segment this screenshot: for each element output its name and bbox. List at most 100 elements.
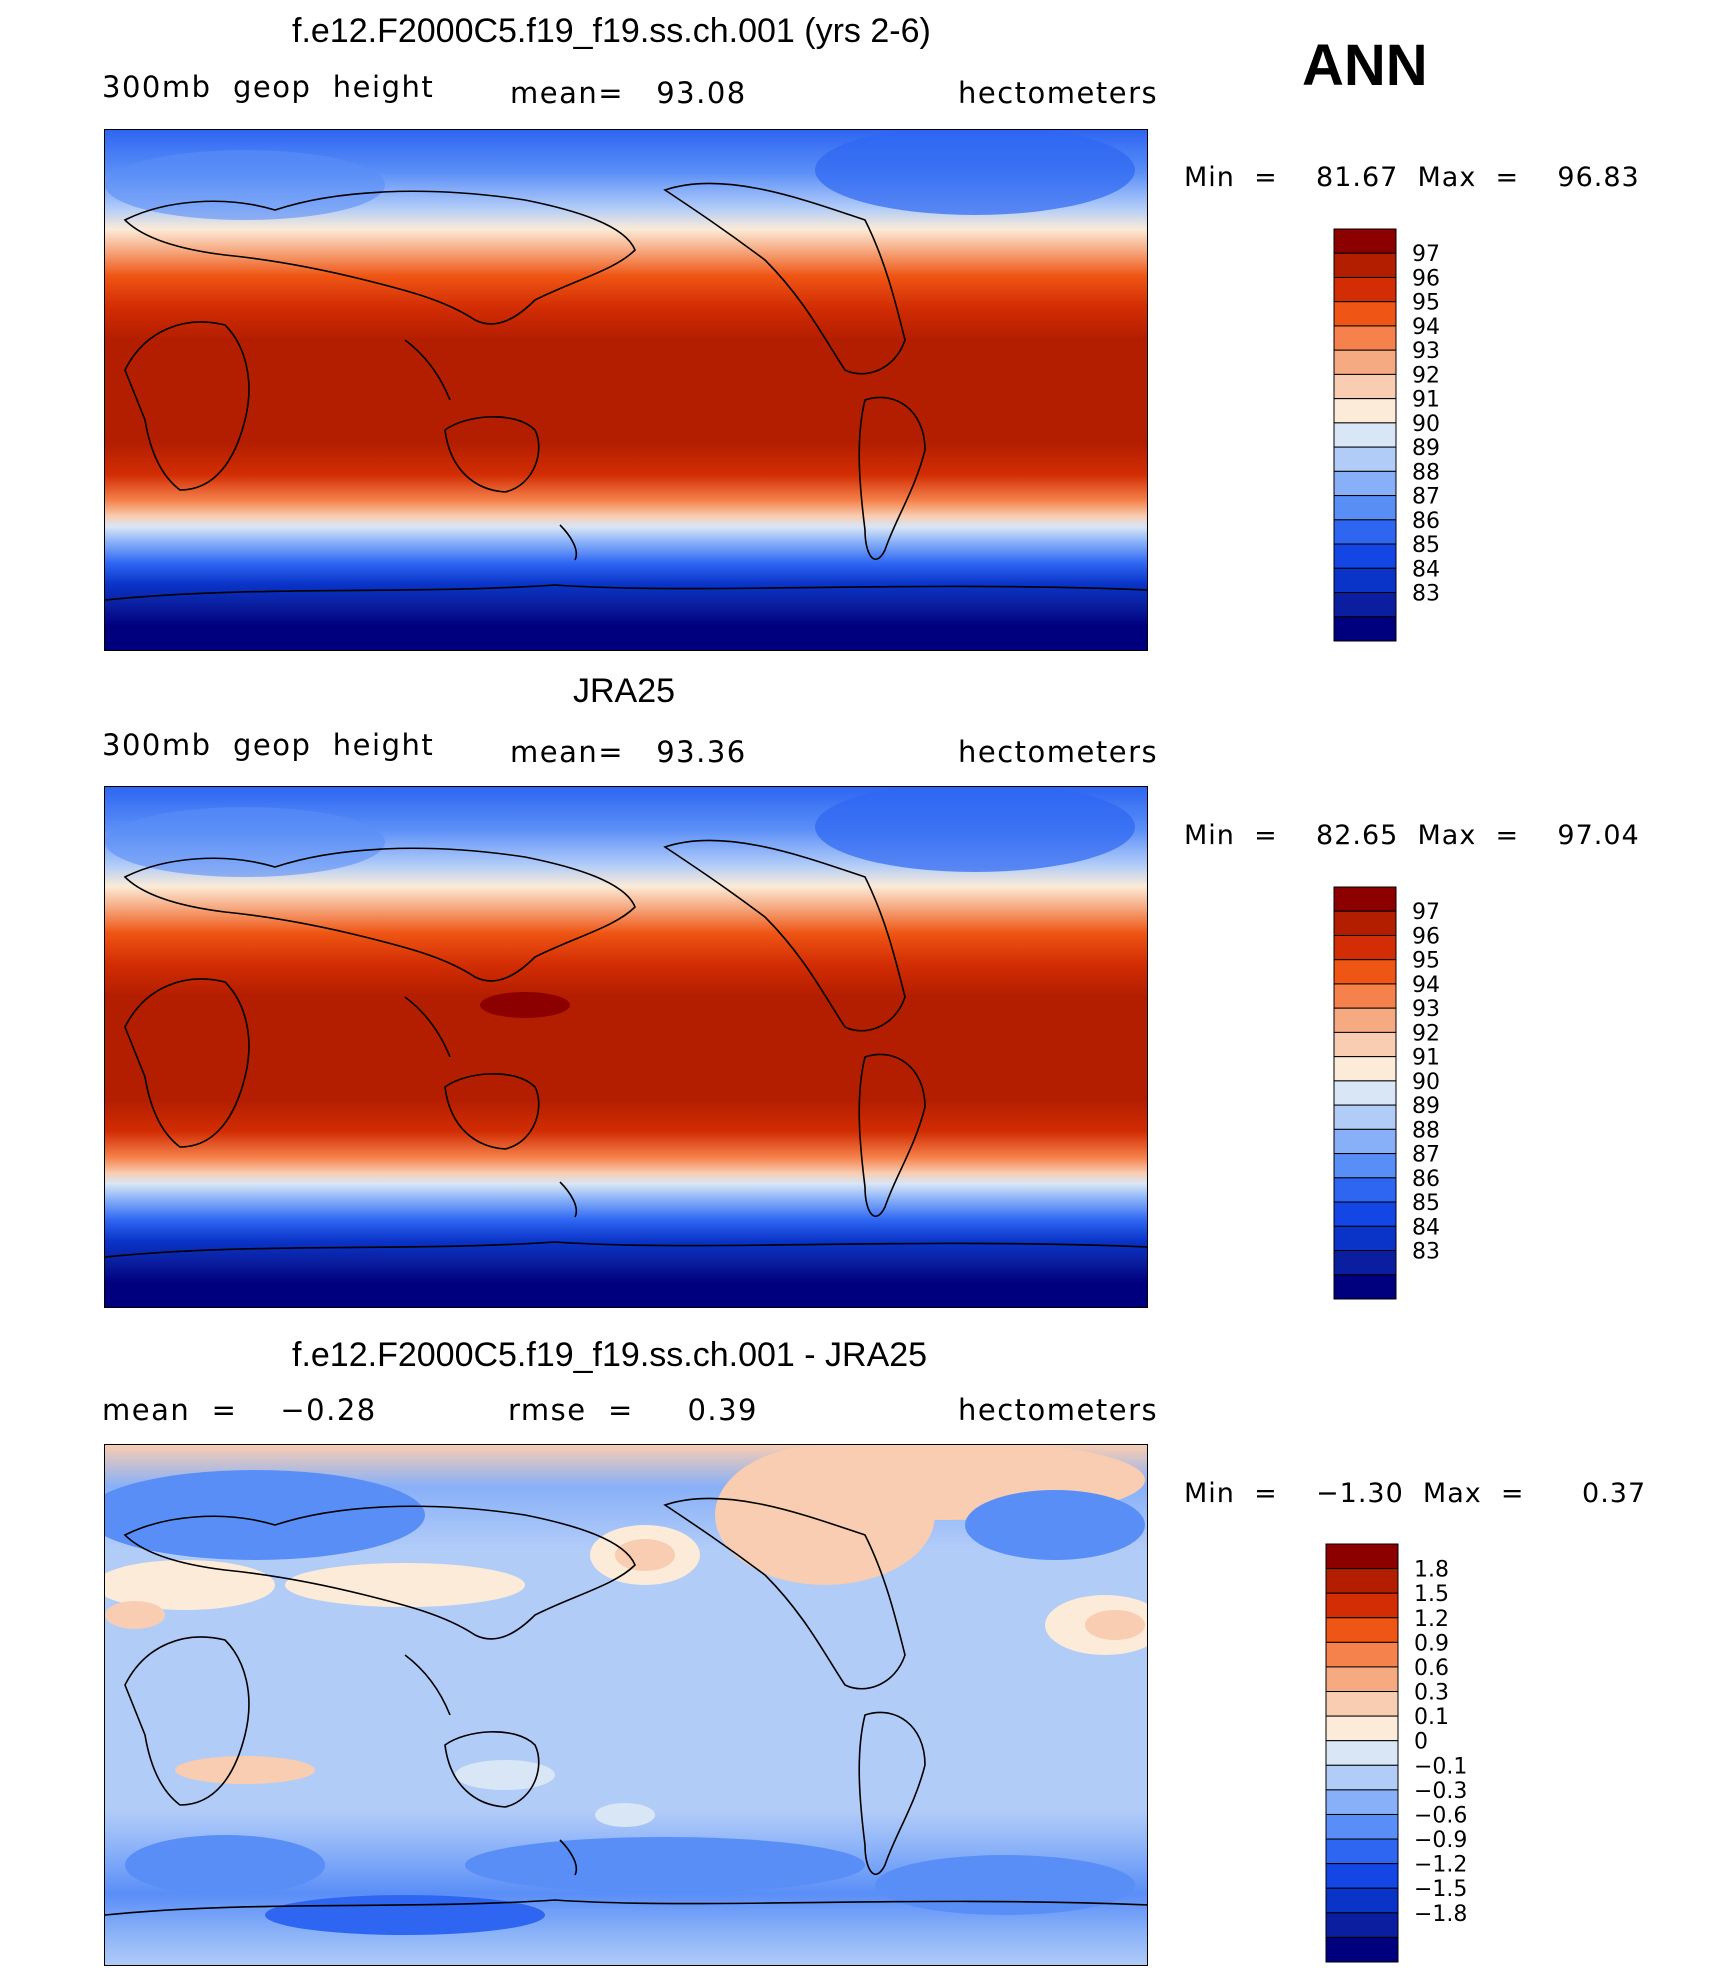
colorbar-tick-label: −0.9 xyxy=(1414,1828,1467,1853)
colorbar-tick-label: 84 xyxy=(1412,557,1440,582)
colorbar-swatch xyxy=(1333,495,1397,521)
panel-3-colorbar: 1.8 1.5 1.2 0.9 0.6 0.3 0.1 0 −0.1 −0.3 −0.6 −0.9 −1… xyxy=(1322,1543,1532,1963)
colorbar-swatch xyxy=(1325,1789,1399,1815)
colorbar-tick-label: −1.5 xyxy=(1414,1877,1467,1902)
colorbar-swatch xyxy=(1333,446,1397,472)
panel-3-map xyxy=(104,1444,1148,1966)
colorbar-tick-label: 96 xyxy=(1412,924,1440,949)
colorbar-tick-label: 83 xyxy=(1412,582,1440,607)
colorbar-tick-label: −0.1 xyxy=(1414,1754,1467,1779)
panel-1-title: f.e12.F2000C5.f19_f19.ss.ch.001 (yrs 2-6… xyxy=(292,12,931,50)
colorbar-tick-label: 85 xyxy=(1412,533,1440,558)
colorbar-swatch xyxy=(1325,1863,1399,1889)
colorbar-tick-label: 87 xyxy=(1412,1143,1440,1168)
colorbar-swatch xyxy=(1325,1666,1399,1693)
colorbar-tick-label: −1.2 xyxy=(1414,1853,1467,1878)
colorbar-tick-label: 0.6 xyxy=(1414,1656,1449,1681)
colorbar-swatch xyxy=(1333,1104,1397,1130)
panel-1-map xyxy=(104,129,1148,651)
panel-3-colorbar-svg: 1.81.51.20.90.60.30.10−0.1−0.3−0.6−0.9−1… xyxy=(1325,1543,1467,1963)
colorbar-tick-label: −0.6 xyxy=(1414,1803,1467,1828)
panel-2-colorbar: 97 96 95 94 93 92 91 90 89 88 87 86 85 84 83 xyxy=(1333,886,1534,1300)
colorbar-swatch xyxy=(1333,1201,1397,1227)
panel-2-units-label: hectometers xyxy=(958,735,1159,769)
colorbar-swatch xyxy=(1333,325,1397,351)
colorbar-swatch xyxy=(1325,1813,1399,1840)
colorbar-tick-label: 85 xyxy=(1412,1191,1440,1216)
colorbar-swatch xyxy=(1333,616,1397,642)
colorbar-swatch xyxy=(1333,422,1397,448)
colorbar-swatch xyxy=(1333,886,1397,912)
season-label: ANN xyxy=(1302,33,1428,98)
colorbar-swatch xyxy=(1333,983,1397,1009)
colorbar-swatch xyxy=(1333,1225,1397,1252)
colorbar-tick-label: 87 xyxy=(1412,485,1440,510)
colorbar-swatch xyxy=(1333,1007,1397,1033)
colorbar-swatch xyxy=(1325,1887,1399,1914)
colorbar-tick-label: −1.8 xyxy=(1414,1902,1467,1927)
colorbar-tick-label: 90 xyxy=(1412,412,1440,437)
colorbar-swatch xyxy=(1325,1592,1399,1619)
colorbar-swatch xyxy=(1333,398,1397,424)
colorbar-tick-label: 97 xyxy=(1412,900,1440,925)
colorbar-tick-label: 92 xyxy=(1412,363,1440,388)
panel-3-field xyxy=(105,1445,1147,1965)
colorbar-swatch xyxy=(1333,1177,1397,1203)
colorbar-tick-label: 0 xyxy=(1414,1730,1428,1755)
colorbar-swatch xyxy=(1333,470,1397,497)
colorbar-tick-label: 1.5 xyxy=(1414,1582,1449,1607)
panel-2-map xyxy=(104,786,1148,1308)
colorbar-swatch xyxy=(1325,1764,1399,1791)
panel-2-variable-label: 300mb geop height xyxy=(102,728,435,762)
colorbar-swatch xyxy=(1333,910,1397,936)
colorbar-swatch xyxy=(1333,519,1397,545)
colorbar-tick-label: 92 xyxy=(1412,1021,1440,1046)
colorbar-tick-label: 86 xyxy=(1412,1167,1440,1192)
colorbar-swatch xyxy=(1325,1912,1399,1938)
panel-2-field xyxy=(105,787,1147,1307)
colorbar-tick-label: 90 xyxy=(1412,1070,1440,1095)
colorbar-tick-label: 84 xyxy=(1412,1215,1440,1240)
colorbar-swatch xyxy=(1333,1031,1397,1058)
colorbar-swatch xyxy=(1333,349,1397,375)
colorbar-tick-label: 91 xyxy=(1412,388,1440,413)
panel-2-mean-label: mean= 93.36 xyxy=(510,735,747,769)
colorbar-swatch xyxy=(1325,1715,1399,1742)
colorbar-swatch xyxy=(1333,959,1397,985)
panel-2-title: JRA25 xyxy=(573,672,676,710)
colorbar-swatch xyxy=(1333,1056,1397,1082)
colorbar-swatch xyxy=(1333,276,1397,303)
colorbar-swatch xyxy=(1325,1691,1399,1717)
colorbar-tick-label: 89 xyxy=(1412,436,1440,461)
colorbar-tick-label: 0.9 xyxy=(1414,1631,1449,1656)
colorbar-swatch xyxy=(1333,567,1397,594)
colorbar-tick-label: 1.8 xyxy=(1414,1558,1449,1583)
colorbar-swatch xyxy=(1325,1641,1399,1668)
panel-1-variable-label: 300mb geop height xyxy=(102,70,435,104)
colorbar-swatch xyxy=(1325,1838,1399,1865)
panel-3-minmax: Min = −1.30 Max = 0.37 xyxy=(1184,1478,1647,1509)
colorbar-tick-label: 83 xyxy=(1412,1240,1440,1265)
panel-1-mean-label: mean= 93.08 xyxy=(510,76,747,110)
colorbar-swatch xyxy=(1333,301,1397,327)
colorbar-swatch xyxy=(1333,252,1397,278)
colorbar-swatch xyxy=(1333,934,1397,961)
colorbar-tick-label: −0.3 xyxy=(1414,1779,1467,1804)
colorbar-swatch xyxy=(1333,1128,1397,1155)
colorbar-tick-label: 94 xyxy=(1412,315,1440,340)
panel-3-title: f.e12.F2000C5.f19_f19.ss.ch.001 - JRA25 xyxy=(292,1336,928,1374)
colorbar-swatch xyxy=(1325,1617,1399,1643)
colorbar-tick-label: 95 xyxy=(1412,291,1440,316)
colorbar-tick-label: 89 xyxy=(1412,1094,1440,1119)
colorbar-tick-label: 91 xyxy=(1412,1046,1440,1071)
colorbar-swatch xyxy=(1333,228,1397,254)
panel-3-rmse-label: rmse = 0.39 xyxy=(508,1393,759,1427)
colorbar-swatch xyxy=(1325,1740,1399,1766)
panel-3-units-label: hectometers xyxy=(958,1393,1159,1427)
colorbar-tick-label: 93 xyxy=(1412,997,1440,1022)
panel-3-mean-label: mean = −0.28 xyxy=(102,1393,377,1427)
colorbar-tick-label: 95 xyxy=(1412,949,1440,974)
panel-1-field xyxy=(105,130,1147,650)
